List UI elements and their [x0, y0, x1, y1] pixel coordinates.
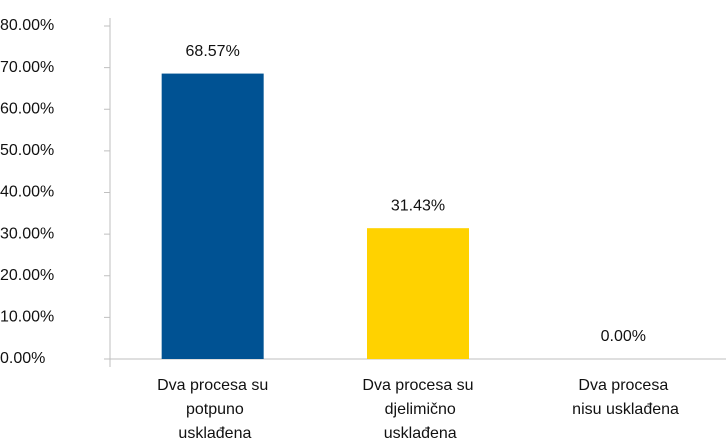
y-tick-label: 60.00%: [0, 100, 54, 117]
x-tick-label-line: Dva procesa: [578, 377, 668, 394]
value-label: 31.43%: [391, 197, 445, 214]
bar: [367, 228, 469, 359]
y-tick-label: 50.00%: [0, 142, 54, 159]
x-tick-label: Dva procesa su djelimično usklađena: [362, 377, 473, 442]
value-label: 0.00%: [601, 328, 646, 345]
bar: [161, 73, 264, 359]
y-tick-label: 80.00%: [0, 17, 54, 34]
y-tick-label: 10.00%: [0, 309, 54, 326]
y-tick-label: 40.00%: [0, 184, 54, 201]
y-tick-label: 0.00%: [0, 350, 45, 367]
x-tick-label-line: usklađena: [379, 425, 456, 442]
x-tick-label-line: djelimično: [380, 401, 456, 418]
y-tick-label: 20.00%: [0, 267, 54, 284]
x-tick-label-line: usklađena: [174, 425, 251, 442]
x-tick-label-line: nisu usklađena: [568, 401, 679, 418]
y-tick-label: 70.00%: [0, 59, 54, 76]
value-label: 68.57%: [186, 43, 240, 60]
x-tick-label-line: Dva procesa su: [157, 377, 268, 394]
x-tick-label: Dva procesa su potpuno usklađena: [157, 377, 268, 442]
y-tick-label: 30.00%: [0, 225, 54, 242]
x-tick-label: Dva procesa nisu usklađena: [568, 377, 679, 418]
x-tick-label-line: Dva procesa su: [362, 377, 473, 394]
x-tick-label-line: potpuno: [182, 401, 244, 418]
